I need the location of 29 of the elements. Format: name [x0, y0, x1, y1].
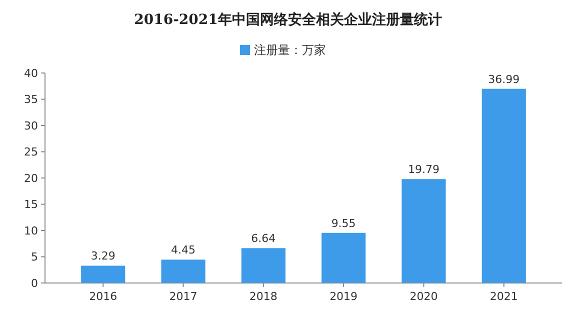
data-label: 4.45 — [171, 244, 196, 257]
chart-title: 2016-2021年中国网络安全相关企业注册量统计 — [134, 11, 442, 28]
x-tick-label: 2016 — [89, 290, 118, 303]
legend-label: 注册量：万家 — [254, 43, 326, 57]
bar — [402, 179, 446, 283]
x-tick-label: 2018 — [249, 290, 278, 303]
bar — [161, 260, 206, 283]
y-tick-label: 5 — [31, 250, 38, 264]
y-tick-label: 20 — [24, 172, 38, 185]
y-tick-label: 40 — [24, 66, 38, 80]
data-label: 36.99 — [488, 72, 520, 86]
bar — [322, 232, 366, 283]
y-tick-label: 35 — [24, 93, 38, 106]
x-tick-label: 2020 — [410, 290, 438, 303]
data-label: 6.64 — [251, 232, 276, 246]
bar — [482, 88, 526, 283]
x-tick-label: 2019 — [330, 290, 358, 303]
x-tick-label: 2017 — [169, 290, 198, 303]
bar — [241, 248, 286, 283]
y-tick-label: 30 — [24, 119, 38, 132]
y-tick-label: 15 — [24, 198, 38, 212]
data-label: 19.79 — [408, 163, 440, 176]
y-tick-label: 10 — [24, 224, 38, 238]
data-label: 9.55 — [331, 216, 356, 230]
bar — [81, 266, 126, 283]
y-tick-label: 0 — [31, 276, 38, 290]
x-tick-label: 2021 — [490, 290, 518, 303]
y-tick-label: 25 — [24, 146, 38, 159]
data-label: 3.29 — [90, 250, 116, 263]
